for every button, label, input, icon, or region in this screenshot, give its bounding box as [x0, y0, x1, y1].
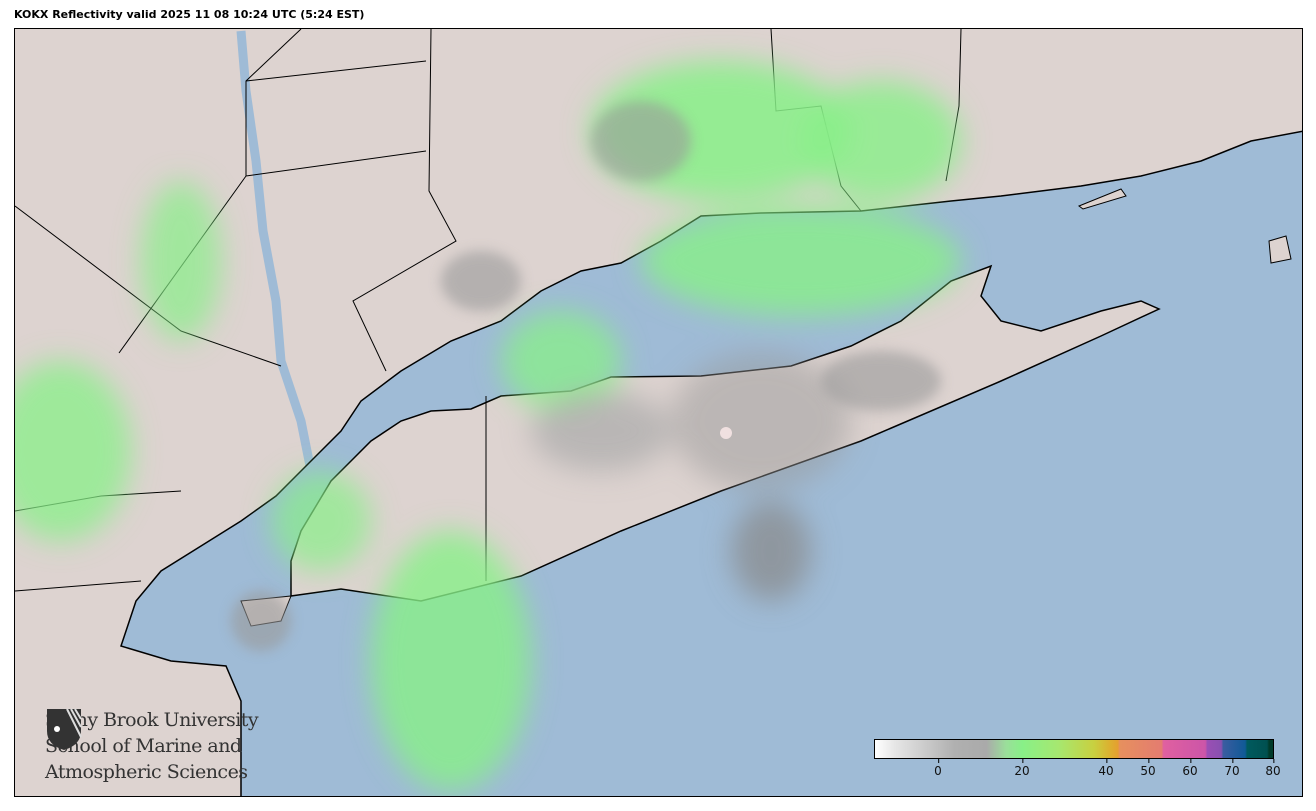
colorbar-tick: 40 [1098, 759, 1114, 778]
logo-line: School of Marine and [45, 735, 242, 757]
colorbar-tick: 60 [1182, 759, 1198, 778]
logo-line: Atmospheric Sciences [45, 761, 248, 783]
radar-clutter [231, 101, 941, 651]
logo: Stony Brook University School of Marine … [45, 707, 259, 785]
block-island [1268, 235, 1292, 264]
logo-text: Stony Brook University School of Marine … [45, 707, 259, 785]
stony-brook-shield-icon [47, 708, 82, 750]
fishers-island [1077, 188, 1127, 210]
radar-map[interactable]: Stony Brook University School of Marine … [14, 28, 1303, 797]
logo-line: Stony Brook University [45, 709, 259, 731]
colorbar [874, 739, 1274, 759]
radar-site-marker [720, 427, 732, 439]
colorbar-tick: 80 [1265, 759, 1281, 778]
mainland [15, 29, 1302, 796]
colorbar-tick: 0 [934, 759, 942, 778]
colorbar-tick: 50 [1140, 759, 1156, 778]
map-title: KOKX Reflectivity valid 2025 11 08 10:24… [14, 8, 365, 21]
colorbar-tick: 20 [1014, 759, 1030, 778]
hudson-river [236, 30, 316, 472]
connecticut-coast [120, 130, 1302, 796]
map-canvas [15, 29, 1302, 796]
colorbar-tick: 70 [1224, 759, 1240, 778]
